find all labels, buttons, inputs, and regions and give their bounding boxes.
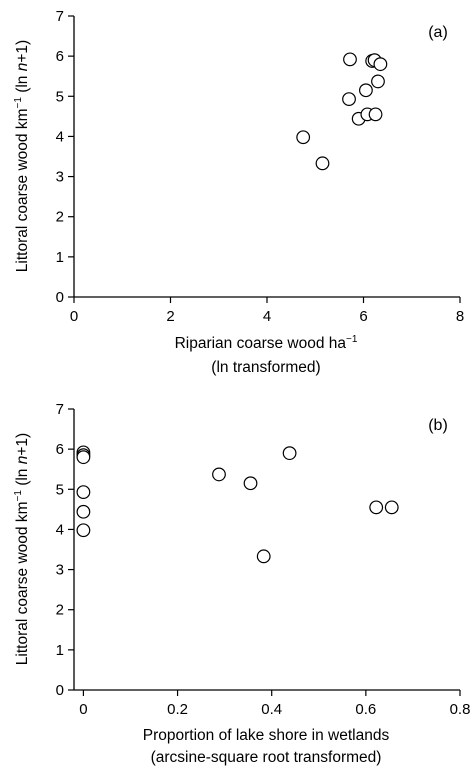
panel-a-y-tick-label: 4 bbox=[56, 128, 64, 145]
panel-b-label: (b) bbox=[428, 417, 448, 434]
panel-a-x-tick-label: 0 bbox=[70, 308, 78, 325]
panel-b-points bbox=[76, 445, 399, 564]
panel-b-data-point bbox=[76, 485, 91, 499]
panel-b-y-label-main: Littoral coarse wood km bbox=[14, 502, 31, 666]
panel-b-data-point bbox=[212, 467, 226, 482]
panel-a-data-point bbox=[359, 83, 373, 98]
panel-a-x-tick-label: 2 bbox=[166, 308, 174, 325]
panel-a-y-label-tail: +1) bbox=[14, 40, 31, 63]
panel-a-x-ticks: 0 2 4 6 8 bbox=[70, 297, 464, 325]
panel-b-x-tick-label: 0.4 bbox=[261, 701, 282, 718]
panel-a-y-tick-label: 2 bbox=[56, 209, 64, 226]
panel-b-x-ticks: 0 0.2 0.4 0.6 0.8 bbox=[79, 690, 470, 718]
panel-a-data-point bbox=[371, 74, 385, 89]
panel-a-x-tick-label: 4 bbox=[263, 308, 271, 325]
panel-a-x-axis-label-line2: (ln transformed) bbox=[211, 359, 320, 376]
panel-b-y-tick-label: 3 bbox=[56, 562, 64, 579]
panel-b-data-point bbox=[76, 450, 91, 465]
panel-a-y-axis-label: Littoral coarse wood km−1 (ln n+1) bbox=[13, 40, 31, 272]
panel-b-y-tick-label: 0 bbox=[56, 682, 64, 699]
panel-b-x-tick-label: 0.6 bbox=[355, 701, 376, 718]
panel-a-data-point bbox=[315, 156, 330, 171]
panel-b-data-point bbox=[256, 549, 271, 564]
panel-a-y-tick-label: 7 bbox=[56, 8, 64, 25]
panel-a-y-tick-label: 0 bbox=[56, 289, 64, 306]
panel-b-y-label-italic: n bbox=[14, 456, 31, 465]
panel-a-y-tick-label: 3 bbox=[56, 169, 64, 186]
panel-a-label: (a) bbox=[428, 24, 448, 41]
panel-b: 0 1 2 3 4 5 6 7 0 0.2 0.4 0.6 0.8 (b) Littoral coar… bbox=[13, 401, 470, 766]
panel-b-y-label-sup: −1 bbox=[13, 490, 24, 502]
panel-a-y-label-main: Littoral coarse wood km bbox=[14, 109, 31, 273]
panel-b-y-tick-label: 5 bbox=[56, 481, 64, 498]
panel-b-x-axis-label-line1: Proportion of lake shore in wetlands bbox=[143, 727, 390, 744]
panel-a-y-ticks: 0 1 2 3 4 5 6 7 bbox=[56, 8, 74, 306]
panel-b-y-ticks: 0 1 2 3 4 5 6 7 bbox=[56, 401, 74, 699]
panel-b-y-tick-label: 2 bbox=[56, 602, 64, 619]
panel-b-x-tick-label: 0.8 bbox=[450, 701, 471, 718]
panel-a-x-label-sup: −1 bbox=[346, 334, 358, 345]
panel-a-x-tick-label: 8 bbox=[456, 308, 464, 325]
panel-b-data-point bbox=[384, 500, 399, 515]
panel-b-y-label-paren: (ln bbox=[14, 464, 31, 490]
panel-b-y-axis-label: Littoral coarse wood km−1 (ln n+1) bbox=[13, 433, 31, 665]
panel-a-y-tick-label: 5 bbox=[56, 88, 64, 105]
panel-b-y-tick-label: 7 bbox=[56, 401, 64, 418]
panel-a-data-point bbox=[342, 92, 356, 106]
panel-a-x-label-main: Riparian coarse wood ha bbox=[175, 335, 347, 352]
panel-a-data-point bbox=[373, 57, 388, 72]
panel-a-data-point bbox=[296, 130, 311, 145]
panel-a-y-tick-label: 6 bbox=[56, 48, 64, 65]
panel-a: 0 1 2 3 4 5 6 7 0 2 4 6 8 (a) Littoral coarse wood … bbox=[13, 8, 464, 376]
panel-b-x-axis-label-line2: (arcsine-square root transformed) bbox=[151, 749, 382, 766]
panel-a-data-point bbox=[368, 107, 383, 122]
panel-b-x-tick-label: 0.2 bbox=[167, 701, 188, 718]
panel-a-y-label-paren: (ln bbox=[14, 71, 31, 97]
panel-b-y-tick-label: 4 bbox=[56, 521, 64, 538]
panel-b-data-point bbox=[76, 523, 91, 538]
panel-a-y-label-sup: −1 bbox=[13, 97, 24, 109]
panel-b-x-tick-label: 0 bbox=[79, 701, 87, 718]
panel-b-data-point bbox=[243, 476, 258, 491]
panel-b-y-tick-label: 6 bbox=[56, 441, 64, 458]
panel-a-x-tick-label: 6 bbox=[359, 308, 367, 325]
panel-b-y-label-tail: +1) bbox=[14, 433, 31, 456]
panel-a-points bbox=[296, 52, 388, 171]
panel-a-x-axis-label-line1: Riparian coarse wood ha−1 bbox=[175, 334, 358, 352]
panel-b-data-point bbox=[282, 446, 297, 461]
panel-b-data-point bbox=[369, 500, 384, 515]
panel-a-y-label-italic: n bbox=[14, 63, 31, 72]
panel-b-y-tick-label: 1 bbox=[56, 642, 64, 659]
panel-a-y-tick-label: 1 bbox=[56, 249, 64, 266]
panel-b-data-point bbox=[76, 504, 91, 519]
panel-a-data-point bbox=[343, 52, 357, 67]
